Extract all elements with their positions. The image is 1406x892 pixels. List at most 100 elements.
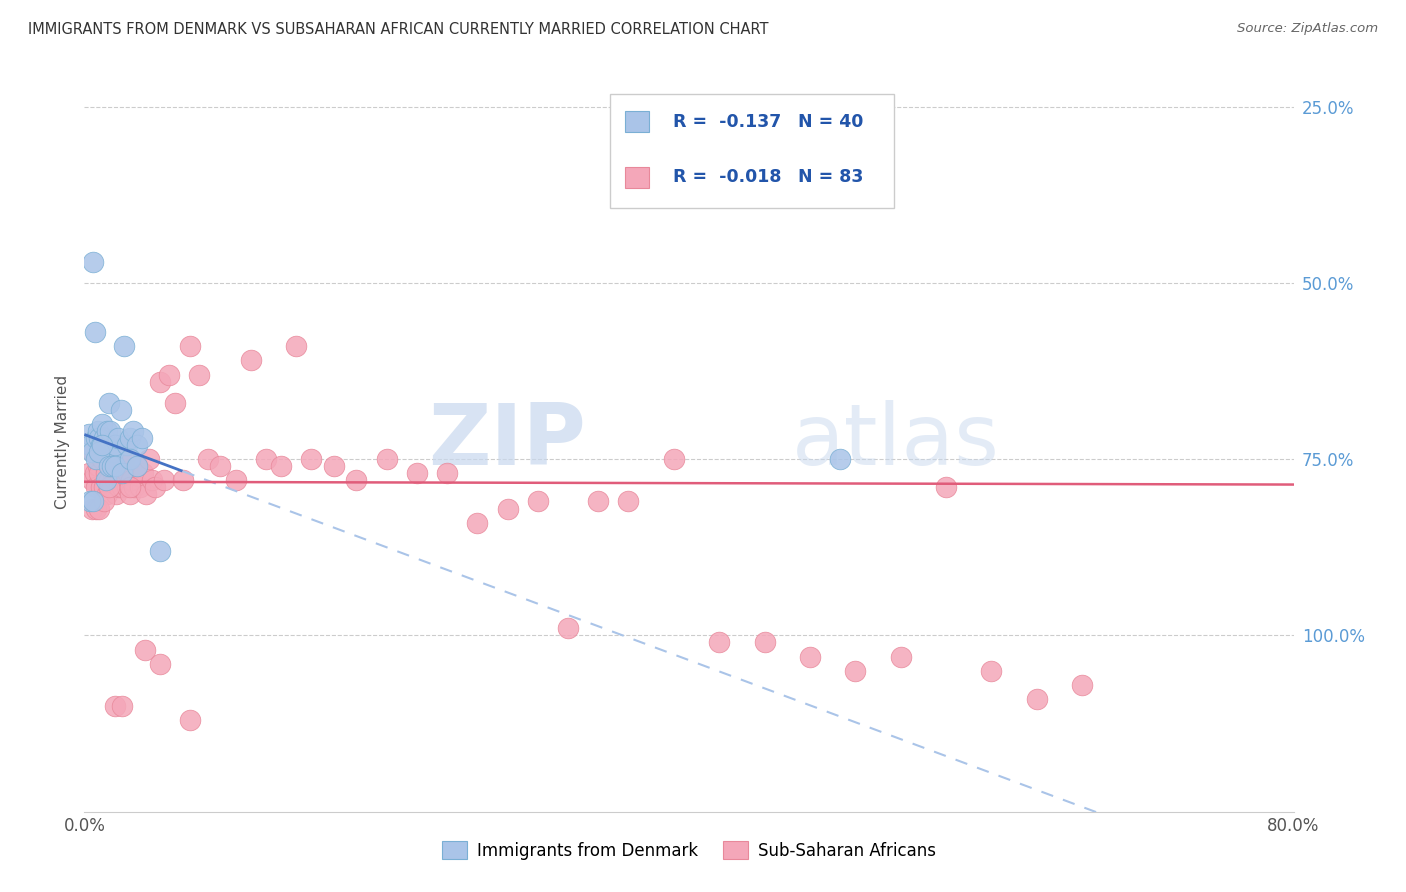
Point: [157, 368, 180, 382]
Point: [97, 459, 120, 474]
Point: [104, 438, 127, 452]
Point: [709, 635, 731, 649]
Text: N = 83: N = 83: [797, 169, 863, 186]
Point: [754, 635, 776, 649]
Point: [96, 424, 118, 438]
Point: [270, 459, 292, 474]
Point: [225, 473, 247, 487]
Point: [80, 445, 103, 459]
Point: [406, 467, 429, 481]
Point: [844, 664, 866, 678]
Point: [132, 467, 155, 481]
Point: [107, 431, 129, 445]
Point: [122, 480, 145, 494]
Point: [91, 452, 114, 467]
Point: [91, 417, 114, 431]
Point: [79, 438, 101, 452]
Point: [188, 368, 211, 382]
Point: [980, 664, 1002, 678]
Point: [115, 438, 138, 452]
Point: [100, 459, 122, 474]
Point: [799, 649, 821, 664]
Point: [617, 494, 640, 508]
Point: [84, 467, 107, 481]
Point: [149, 657, 172, 671]
Point: [127, 438, 149, 452]
Y-axis label: Currently Married: Currently Married: [55, 375, 70, 508]
Point: [115, 480, 138, 494]
Point: [127, 459, 149, 474]
Point: [89, 467, 111, 481]
Point: [104, 698, 127, 713]
Point: [86, 452, 108, 467]
Point: [209, 459, 232, 474]
Point: [138, 452, 160, 467]
Point: [93, 431, 115, 445]
Point: [104, 459, 127, 474]
Point: [346, 473, 368, 487]
Text: R =  -0.137: R = -0.137: [673, 112, 782, 131]
Point: [86, 480, 108, 494]
Point: [149, 375, 172, 389]
Point: [239, 353, 262, 368]
Point: [101, 445, 124, 459]
Point: [100, 480, 122, 494]
Point: [96, 487, 118, 501]
Point: [90, 480, 112, 494]
Point: [111, 698, 134, 713]
Point: [79, 494, 101, 508]
Point: [82, 494, 104, 508]
Point: [118, 431, 141, 445]
Point: [86, 501, 108, 516]
Point: [100, 452, 122, 467]
Point: [80, 473, 103, 487]
Point: [89, 445, 111, 459]
Point: [436, 467, 458, 481]
Point: [107, 467, 129, 481]
Point: [90, 438, 112, 452]
Point: [94, 467, 117, 481]
Point: [98, 452, 121, 467]
Point: [120, 473, 142, 487]
Point: [110, 402, 132, 417]
Point: [89, 501, 111, 516]
Point: [830, 452, 852, 467]
Point: [111, 467, 134, 481]
Point: [527, 494, 550, 508]
Point: [129, 480, 152, 494]
Point: [97, 480, 120, 494]
Point: [112, 452, 135, 467]
Point: [285, 339, 308, 353]
Point: [149, 544, 172, 558]
Text: Source: ZipAtlas.com: Source: ZipAtlas.com: [1237, 22, 1378, 36]
FancyBboxPatch shape: [610, 94, 894, 209]
Point: [86, 431, 108, 445]
FancyBboxPatch shape: [624, 112, 648, 132]
Point: [299, 452, 322, 467]
Point: [87, 459, 110, 474]
Point: [91, 438, 114, 452]
Point: [588, 494, 610, 508]
Point: [557, 621, 579, 635]
Point: [93, 480, 115, 494]
Point: [93, 494, 115, 508]
Point: [197, 452, 219, 467]
Point: [179, 339, 201, 353]
Point: [82, 254, 104, 268]
Point: [145, 480, 167, 494]
Point: [1025, 692, 1047, 706]
Point: [89, 431, 111, 445]
Point: [82, 445, 104, 459]
Text: atlas: atlas: [792, 400, 1000, 483]
Point: [1071, 678, 1094, 692]
Point: [98, 424, 121, 438]
Text: N = 40: N = 40: [797, 112, 863, 131]
Point: [254, 452, 277, 467]
Text: ZIP: ZIP: [429, 400, 586, 483]
Point: [112, 339, 135, 353]
Point: [77, 467, 100, 481]
Point: [935, 480, 957, 494]
Point: [118, 487, 141, 501]
Point: [131, 431, 153, 445]
Point: [118, 452, 141, 467]
